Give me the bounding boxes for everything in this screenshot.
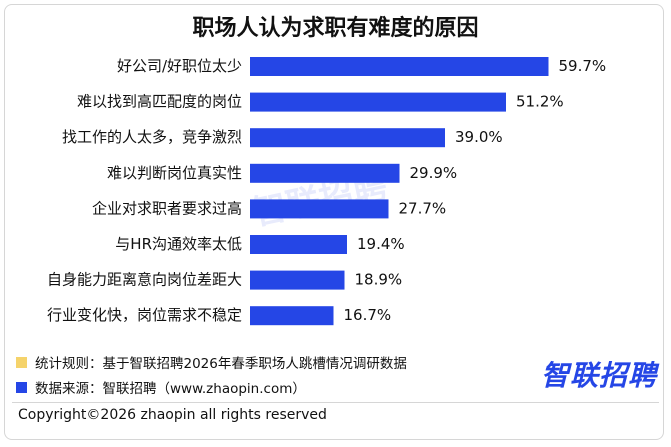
method-legend-square	[16, 356, 27, 368]
source-note-text: 数据来源：智联招聘（www.zhaopin.com）	[35, 381, 306, 397]
bar	[250, 235, 347, 254]
source-legend-square	[16, 381, 27, 393]
bar	[250, 306, 334, 326]
bar-chart: 好公司/好职位太少 59.7% 难以找到高匹配度的岗位 51.2% 找工作的人太多，竞争…	[47, 57, 607, 326]
bar	[250, 128, 445, 148]
category-label: 与HR沟通效率太低	[115, 235, 242, 253]
copyright-text: Copyright©2026 zhaopin all rights reserv…	[18, 407, 327, 423]
bar	[250, 92, 506, 112]
value-label: 39.0%	[455, 128, 503, 146]
bar	[250, 199, 389, 219]
category-label: 企业对求职者要求过高	[92, 199, 242, 217]
bar	[250, 57, 549, 76]
category-label: 找工作的人太多，竞争激烈	[62, 128, 242, 146]
source-note: 数据来源：智联招聘（www.zhaopin.com）	[16, 377, 306, 397]
value-label: 18.9%	[355, 271, 403, 289]
method-note: 统计规则：基于智联招聘2026年春季职场人跳槽情况调研数据	[16, 352, 407, 372]
method-note-text: 统计规则：基于智联招聘2026年春季职场人跳槽情况调研数据	[35, 356, 407, 372]
value-label: 19.4%	[357, 235, 405, 253]
brand-logo-text: 智联招聘	[540, 359, 657, 392]
category-label: 难以判断岗位真实性	[107, 164, 242, 182]
value-label: 59.7%	[559, 57, 607, 75]
chart-title: 职场人认为求职有难度的原因	[192, 16, 479, 41]
category-label: 行业变化快，岗位需求不稳定	[47, 306, 242, 324]
footer-divider	[12, 402, 659, 403]
value-label: 27.7%	[399, 199, 447, 217]
value-label: 16.7%	[344, 306, 392, 324]
category-label: 好公司/好职位太少	[117, 57, 242, 75]
value-label: 51.2%	[516, 93, 564, 111]
card-frame	[4, 4, 664, 440]
category-label: 自身能力距离意向岗位差距大	[47, 271, 242, 289]
category-label: 难以找到高匹配度的岗位	[77, 93, 242, 111]
value-label: 29.9%	[410, 164, 458, 182]
bar	[250, 270, 345, 290]
bar	[250, 163, 400, 183]
brand-logo: 智联招聘	[507, 352, 657, 396]
